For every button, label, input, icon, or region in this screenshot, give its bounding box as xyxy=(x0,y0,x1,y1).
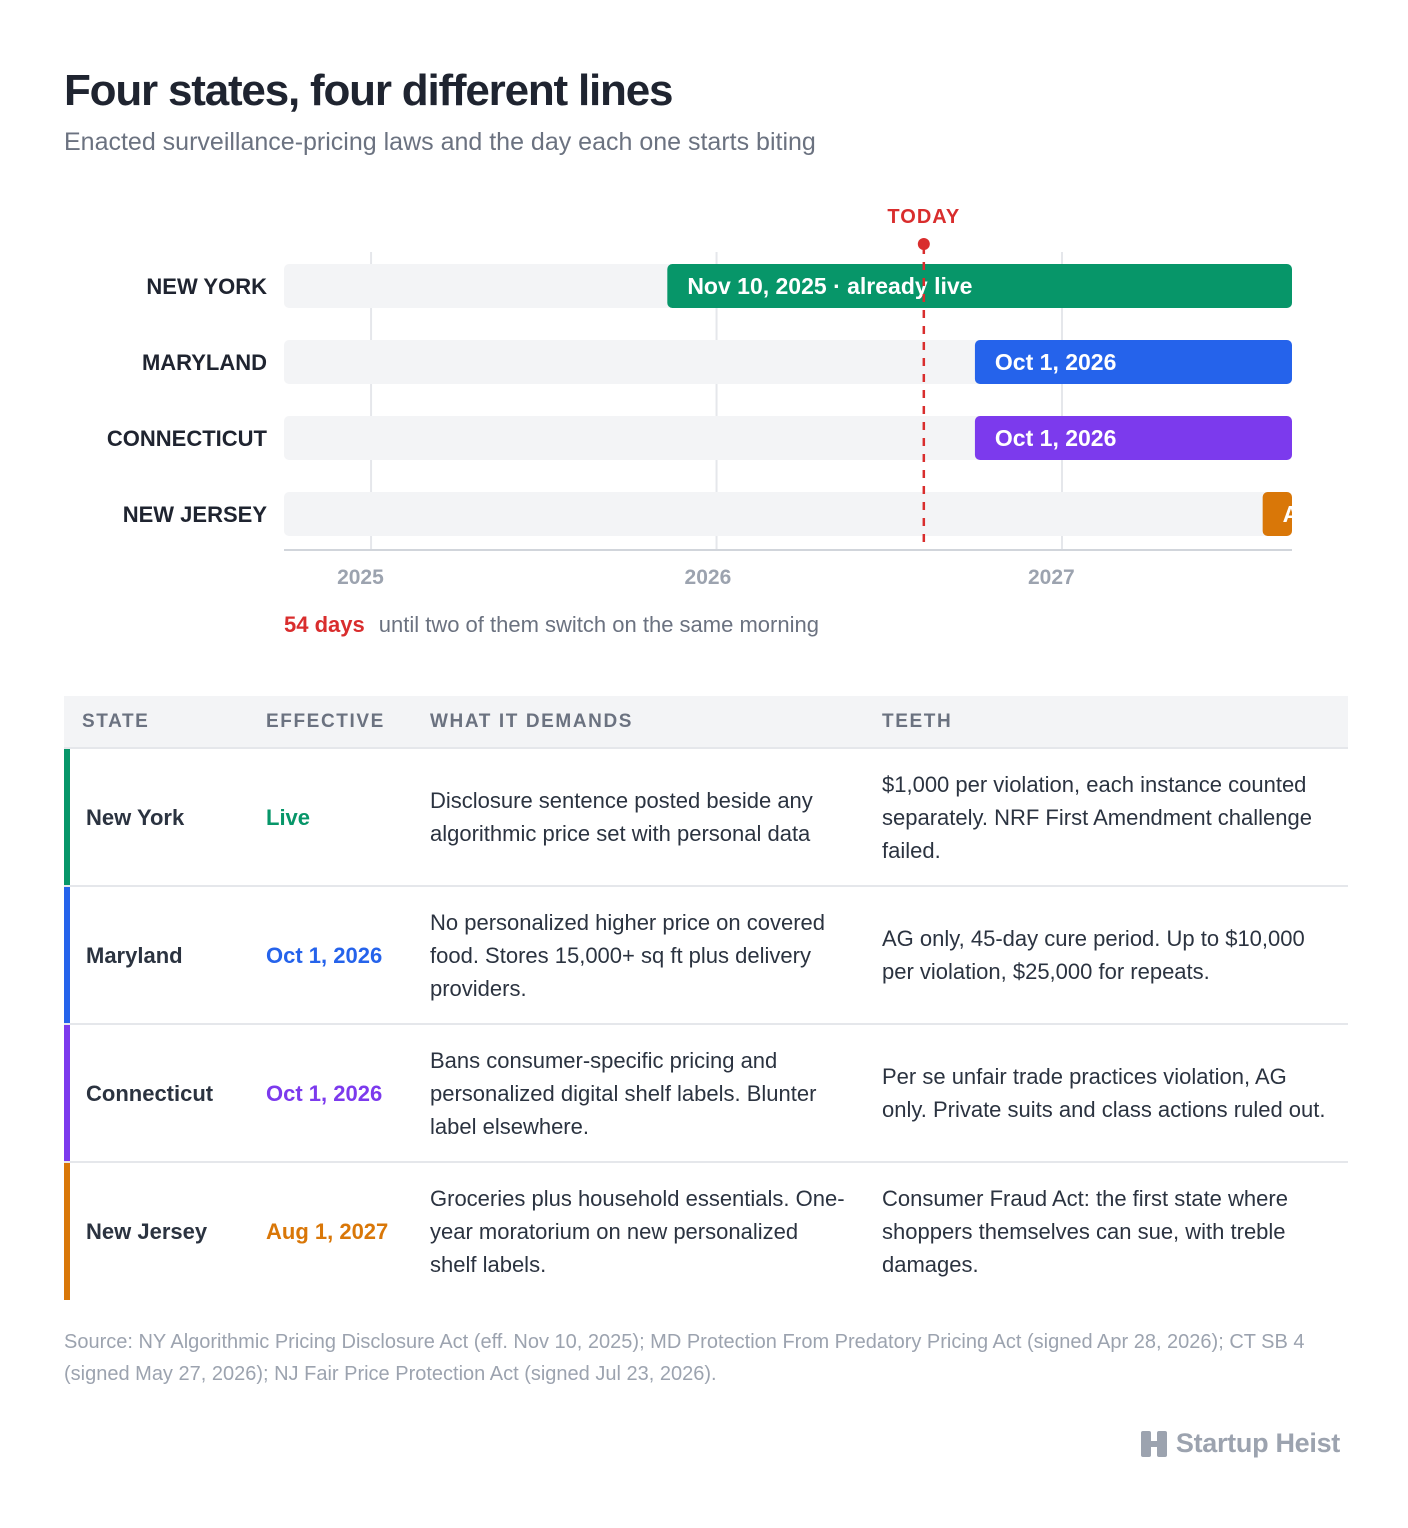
timeline-chart: Nov 10, 2025 · already live Oct 1, 2026 Oc… xyxy=(107,206,1408,589)
brand-logo: Startup Heist xyxy=(1140,1428,1340,1459)
row-demands: Bans consumer-specific pricing and perso… xyxy=(430,1047,817,1139)
bar-label: Nov 10, 2025 · already live xyxy=(687,273,972,299)
chart-title: Four states, four different lines xyxy=(64,66,673,115)
chart-subtitle: Enacted surveillance-pricing laws and th… xyxy=(64,128,816,156)
row-label: MARYLAND xyxy=(142,350,267,375)
header-state: STATE xyxy=(82,710,150,732)
row-teeth: Per se unfair trade practices violation,… xyxy=(882,1064,1326,1122)
row-teeth: $1,000 per violation, each instance coun… xyxy=(882,771,1312,863)
x-tick-label: 2025 xyxy=(337,566,384,589)
row-teeth: Consumer Fraud Act: the first state wher… xyxy=(882,1186,1288,1277)
row-state: New York xyxy=(64,748,248,886)
source-note: Source: NY Algorithmic Pricing Disclosur… xyxy=(64,1331,1305,1385)
row-teeth: AG only, 45-day cure period. Up to $10,0… xyxy=(882,926,1305,984)
header-effective: EFFECTIVE xyxy=(266,710,385,732)
bar-track xyxy=(284,492,1292,536)
table-header-row: STATE EFFECTIVE WHAT IT DEMANDS TEETH xyxy=(64,696,1348,748)
today-label: TODAY xyxy=(887,206,960,228)
brand-name: Startup Heist xyxy=(1175,1428,1340,1458)
today-dot xyxy=(917,238,930,250)
table-row: New York Live Disclosure sentence posted b… xyxy=(64,748,1348,886)
laws-table: STATE EFFECTIVE WHAT IT DEMANDS TEETH Ne… xyxy=(64,696,1348,1300)
row-label: NEW JERSEY xyxy=(123,502,268,527)
bars: Nov 10, 2025 · already live Oct 1, 2026 Oc… xyxy=(667,264,1408,536)
today-marker: TODAY xyxy=(887,206,960,548)
row-effective: Oct 1, 2026 xyxy=(266,1080,383,1106)
row-state: Maryland xyxy=(64,886,248,1024)
table-row: Maryland Oct 1, 2026 No personalized highe… xyxy=(64,886,1348,1024)
row-labels: NEW YORK MARYLAND CONNECTICUT NEW JERSEY xyxy=(107,274,268,527)
row-effective: Live xyxy=(266,804,311,830)
bar-label: Aug 1, 2027 xyxy=(1283,501,1408,527)
row-label: CONNECTICUT xyxy=(107,426,268,451)
table-row: New Jersey Aug 1, 2027 Groceries plus hous… xyxy=(64,1162,1348,1300)
row-state: New Jersey xyxy=(64,1162,248,1300)
h-logo-icon xyxy=(1140,1430,1167,1457)
row-effective: Aug 1, 2027 xyxy=(266,1219,389,1244)
row-state: Connecticut xyxy=(64,1024,248,1162)
bar xyxy=(1262,492,1292,536)
row-demands: Disclosure sentence posted beside any al… xyxy=(430,788,813,846)
bar-label: Oct 1, 2026 xyxy=(995,425,1116,451)
row-effective: Oct 1, 2026 xyxy=(266,942,383,968)
row-label: NEW YORK xyxy=(146,274,267,299)
countdown-days: 54 days xyxy=(284,612,365,637)
row-demands: No personalized higher price on covered … xyxy=(430,909,826,1001)
bar xyxy=(974,416,1292,460)
x-tick-label: 2026 xyxy=(685,566,732,589)
bar-label: Oct 1, 2026 xyxy=(995,349,1116,375)
table-row: Connecticut Oct 1, 2026 Bans consumer-spec… xyxy=(64,1024,1348,1162)
header-demands: WHAT IT DEMANDS xyxy=(430,710,634,732)
header-teeth: TEETH xyxy=(882,710,953,732)
bar xyxy=(667,264,1292,308)
countdown-text: until two of them switch on the same mor… xyxy=(378,612,819,637)
countdown: 54 days until two of them switch on the s… xyxy=(284,612,819,638)
bar xyxy=(974,340,1292,384)
x-axis-ticks: 2025 2026 2027 xyxy=(337,566,1075,589)
x-tick-label: 2027 xyxy=(1028,566,1075,589)
row-demands: Groceries plus household essentials. One… xyxy=(430,1186,845,1277)
